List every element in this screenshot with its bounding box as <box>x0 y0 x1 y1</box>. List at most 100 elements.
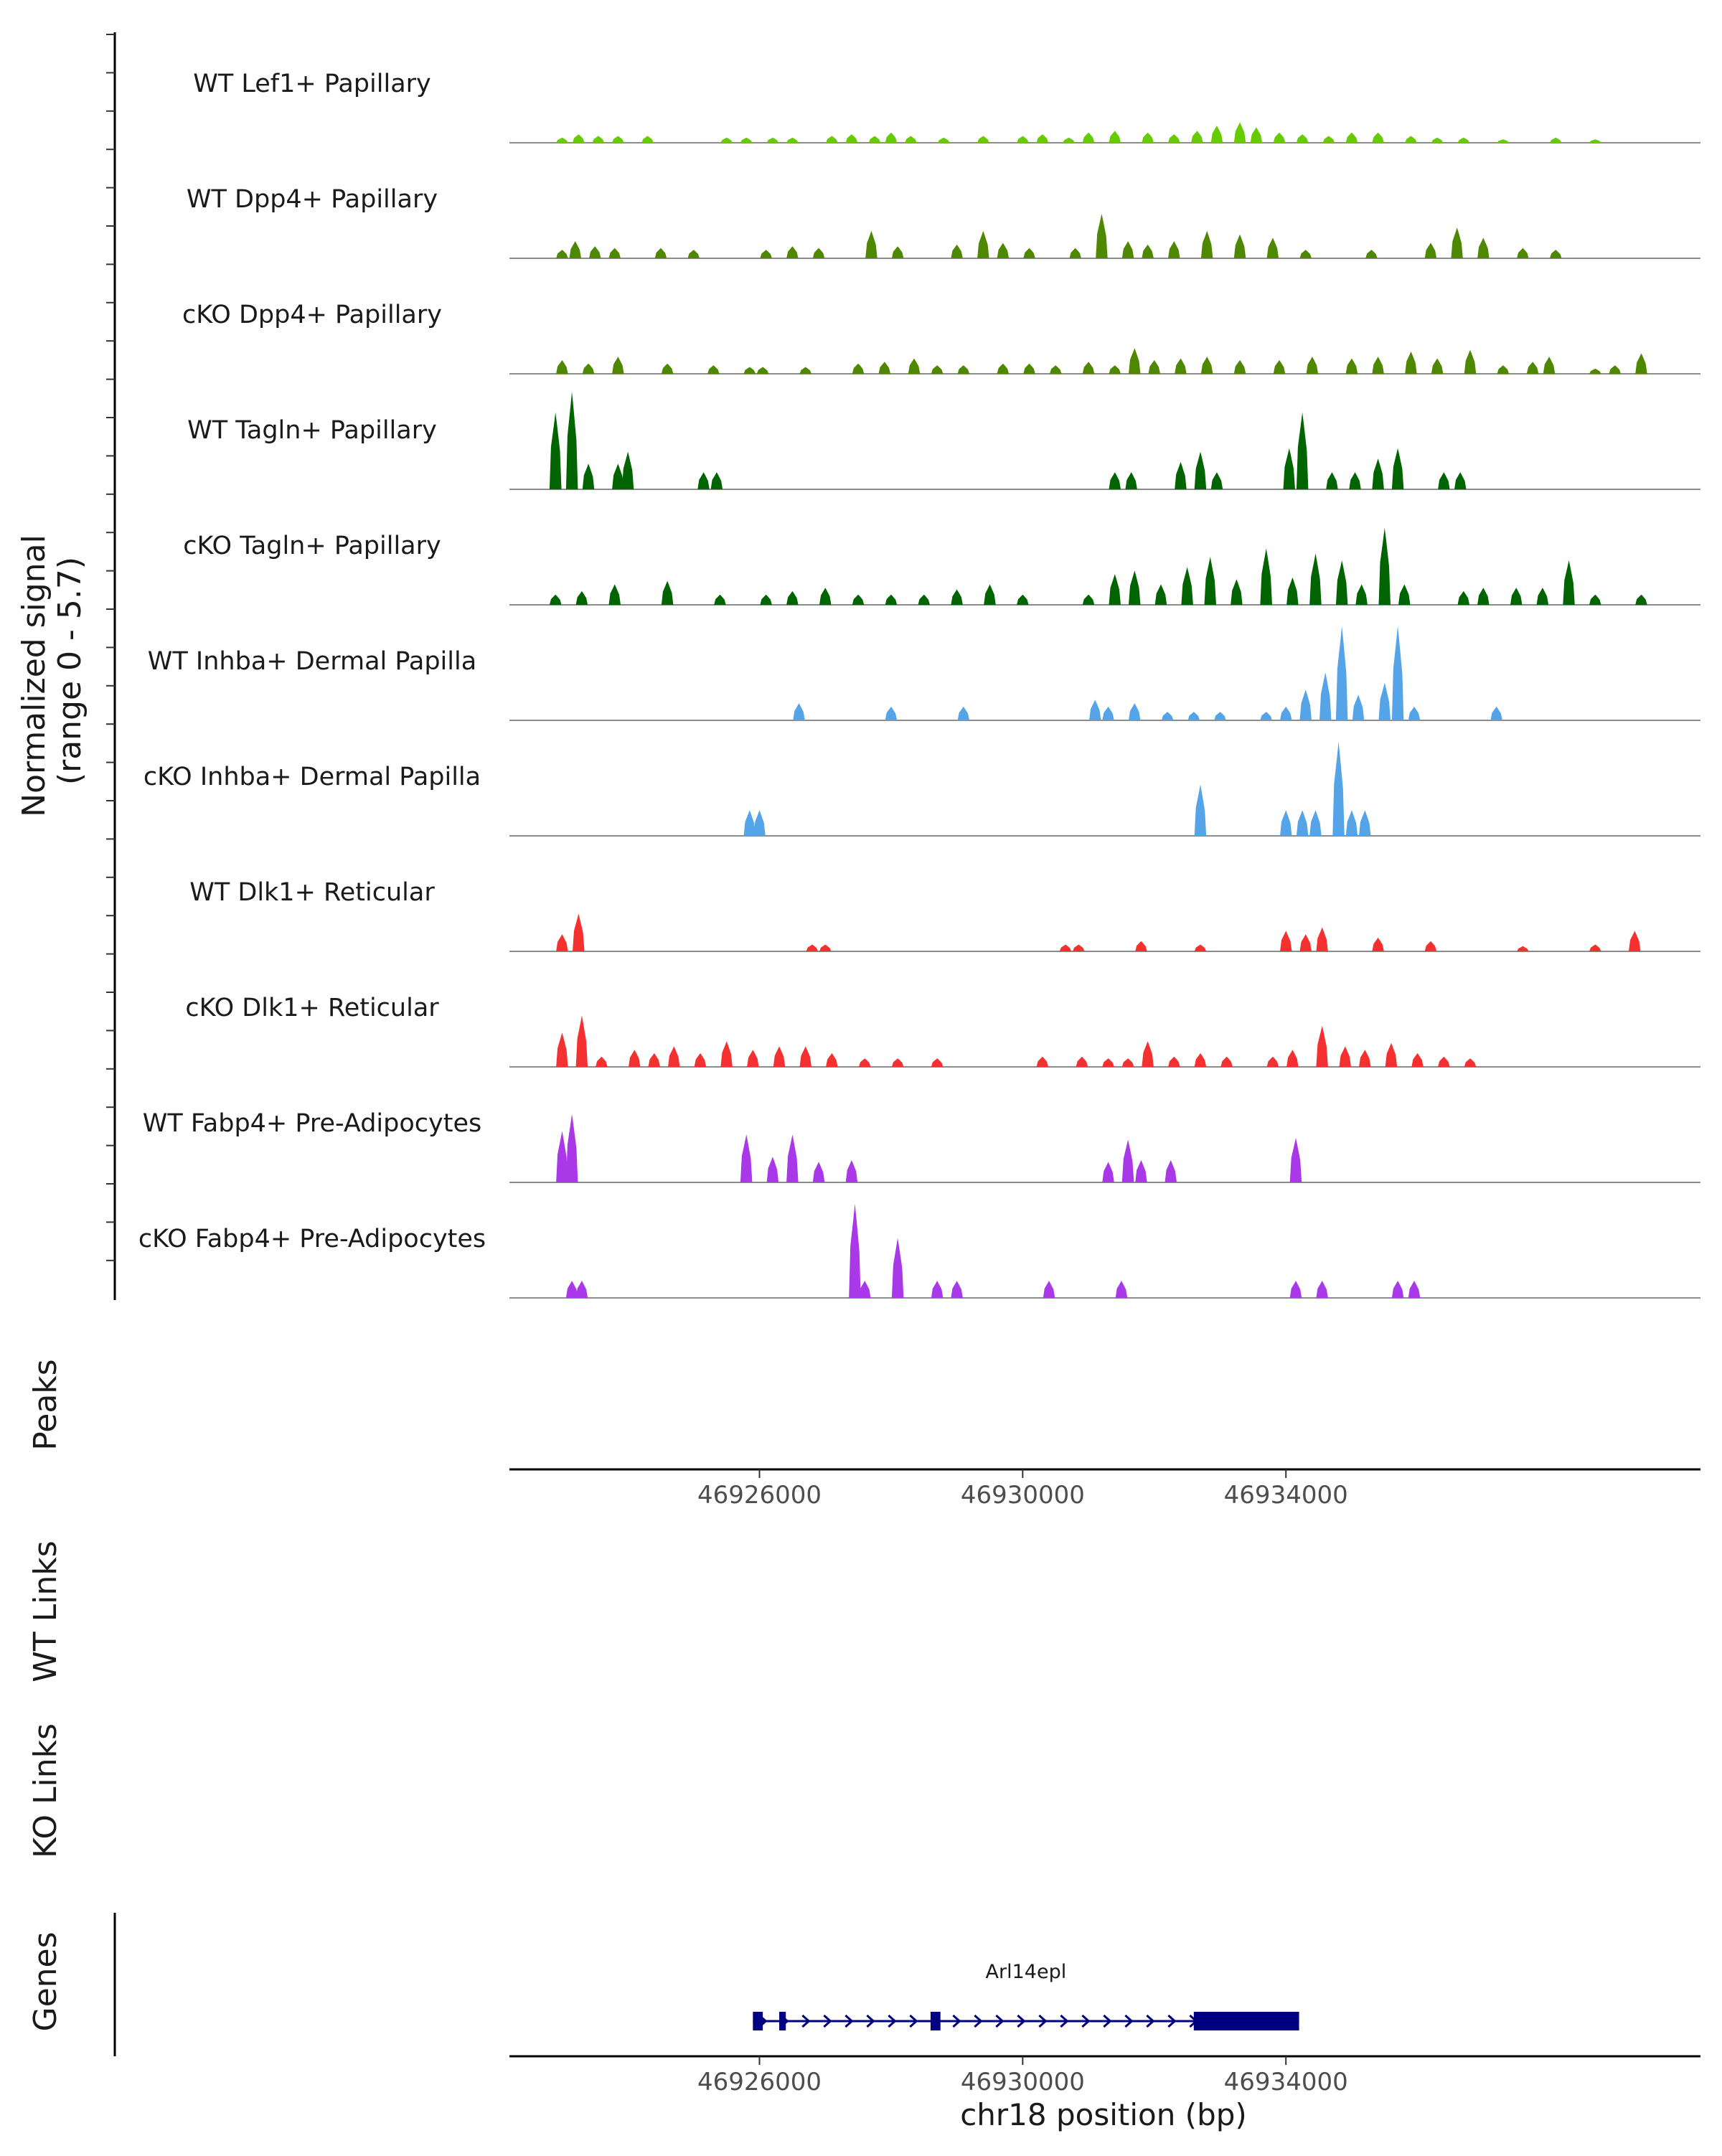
track-label: WT Tagln+ Papillary <box>187 416 437 445</box>
coverage-peak <box>569 241 581 258</box>
coverage-peak <box>1181 567 1193 605</box>
coverage-peak <box>1210 126 1223 143</box>
track-5: cKO Tagln+ Papillary <box>183 527 1700 606</box>
coverage-peak <box>1316 927 1328 951</box>
strand-arrow <box>995 2014 1004 2028</box>
coverage-peak <box>868 136 881 143</box>
coverage-peak <box>1372 937 1384 951</box>
coverage-peak <box>1349 472 1361 489</box>
coverage-peak <box>799 367 811 374</box>
coverage-peak <box>556 1032 568 1067</box>
coverage-peak <box>1424 243 1437 258</box>
coverage-peak <box>687 250 700 258</box>
coverage-peak <box>957 706 970 720</box>
coverage-peak <box>865 230 878 258</box>
coverage-peak <box>1129 570 1141 605</box>
coverage-peak <box>753 810 766 836</box>
coverage-peak <box>1322 136 1335 143</box>
coverage-peak <box>1102 1162 1114 1182</box>
coverage-peak <box>891 246 904 258</box>
coverage-peak <box>1043 1281 1055 1298</box>
coverage-peak <box>661 363 674 374</box>
track-4: WT Tagln+ Papillary <box>187 392 1700 490</box>
track-label: cKO Fabp4+ Pre-Adipocytes <box>138 1225 486 1253</box>
coverage-peak <box>1231 579 1243 605</box>
coverage-peak <box>812 1162 825 1182</box>
coverage-peak <box>1550 250 1562 258</box>
strand-arrow <box>888 2014 897 2028</box>
coverage-peak <box>1563 560 1575 605</box>
coverage-tracks: WT Lef1+ Papillary WT Dpp4+ Papillary cKO … <box>138 70 1700 1299</box>
strand-arrow <box>1017 2014 1026 2028</box>
coverage-peak <box>1286 1050 1299 1067</box>
coverage-peak <box>951 244 963 258</box>
coverage-peak <box>918 594 930 605</box>
coverage-peak <box>1121 241 1134 258</box>
coverage-peak <box>1050 365 1062 374</box>
coverage-peak <box>549 412 562 489</box>
coverage-peak <box>1316 1025 1328 1067</box>
coverage-peak <box>694 1053 707 1067</box>
coverage-peak <box>1477 237 1490 258</box>
coverage-peak <box>1266 237 1279 258</box>
coverage-peak <box>1233 234 1246 258</box>
coverage-peak <box>720 137 733 143</box>
coverage-peak <box>885 594 898 605</box>
coverage-peak <box>1142 244 1154 258</box>
coverage-peak <box>1187 712 1200 720</box>
coverage-peak <box>1076 1056 1088 1067</box>
coverage-peak <box>629 1050 641 1067</box>
coverage-peak <box>747 1050 759 1067</box>
coverage-peak <box>1148 359 1160 374</box>
gene-exon <box>753 2012 763 2030</box>
coverage-peak <box>1464 1058 1477 1067</box>
coverage-peak <box>1309 553 1322 605</box>
coverage-peak <box>1431 358 1444 374</box>
coverage-peak <box>1550 137 1562 143</box>
coverage-peak <box>1345 358 1358 374</box>
coverage-peak <box>1543 357 1556 374</box>
peaks-x-tick-label: 46926000 <box>697 1481 822 1510</box>
coverage-peak <box>852 363 865 374</box>
coverage-peak <box>1385 1042 1398 1067</box>
coverage-peak <box>1309 810 1322 836</box>
coverage-peak <box>793 703 805 720</box>
coverage-peak <box>608 248 621 258</box>
coverage-peak <box>1398 584 1411 605</box>
track-9: cKO Dlk1+ Reticular <box>185 994 1700 1068</box>
coverage-peak <box>1089 700 1101 720</box>
coverage-peak <box>575 590 588 605</box>
coverage-peak <box>1115 1281 1128 1298</box>
coverage-peak <box>1378 682 1391 720</box>
coverage-peak <box>556 359 568 374</box>
coverage-peak <box>621 451 634 489</box>
coverage-peak <box>1129 703 1141 720</box>
coverage-peak <box>1280 931 1292 951</box>
coverage-peak <box>1335 626 1348 720</box>
coverage-peak <box>1142 132 1154 143</box>
coverage-peak <box>1121 1058 1134 1067</box>
coverage-peak <box>819 588 832 605</box>
coverage-peak <box>575 1015 588 1067</box>
coverage-peak <box>1299 250 1312 258</box>
coverage-peak <box>931 1058 944 1067</box>
strand-arrow <box>866 2014 875 2028</box>
coverage-peak <box>556 934 568 951</box>
coverage-peak <box>806 944 819 951</box>
coverage-peak <box>1497 365 1510 374</box>
track-label: WT Dpp4+ Papillary <box>187 185 438 214</box>
coverage-peak <box>1589 594 1601 605</box>
coverage-peak <box>1204 557 1216 605</box>
coverage-peak <box>1109 365 1121 374</box>
genes-x-tick-label: 46926000 <box>697 2068 822 2096</box>
coverage-peak <box>1296 412 1309 489</box>
coverage-peak <box>1135 1160 1147 1182</box>
coverage-peak <box>556 137 568 143</box>
coverage-peak <box>1175 358 1187 374</box>
coverage-peak <box>592 136 605 143</box>
coverage-peak <box>1372 357 1384 374</box>
coverage-peak <box>710 472 723 489</box>
genes-x-tick-label: 46934000 <box>1224 2068 1348 2096</box>
coverage-peak <box>1161 712 1174 720</box>
track-10: WT Fabp4+ Pre-Adipocytes <box>143 1109 1700 1183</box>
